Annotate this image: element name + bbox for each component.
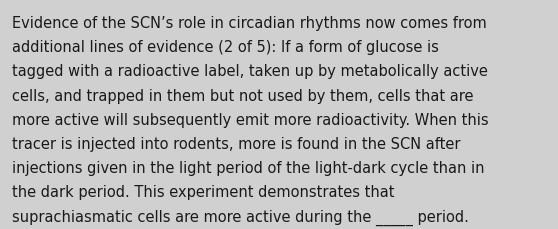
- Text: suprachiasmatic cells are more active during the _____ period.: suprachiasmatic cells are more active du…: [12, 208, 469, 224]
- Text: tracer is injected into rodents, more is found in the SCN after: tracer is injected into rodents, more is…: [12, 136, 461, 151]
- Text: more active will subsequently emit more radioactivity. When this: more active will subsequently emit more …: [12, 112, 489, 127]
- Text: Evidence of the SCN’s role in circadian rhythms now comes from: Evidence of the SCN’s role in circadian …: [12, 16, 487, 31]
- Text: cells, and trapped in them but not used by them, cells that are: cells, and trapped in them but not used …: [12, 88, 474, 103]
- Text: additional lines of evidence (2 of 5): If a form of glucose is: additional lines of evidence (2 of 5): I…: [12, 40, 439, 55]
- Text: injections given in the light period of the light-dark cycle than in: injections given in the light period of …: [12, 160, 485, 175]
- Text: tagged with a radioactive label, taken up by metabolically active: tagged with a radioactive label, taken u…: [12, 64, 488, 79]
- Text: the dark period. This experiment demonstrates that: the dark period. This experiment demonst…: [12, 184, 395, 199]
